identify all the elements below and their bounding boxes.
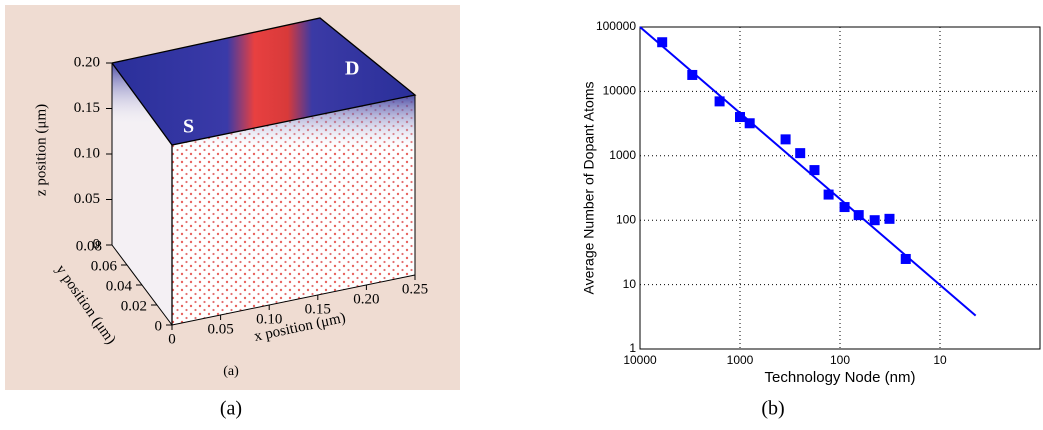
y-tick-label: 1 <box>629 341 636 355</box>
y-tick-label: 100000 <box>596 19 636 33</box>
data-point <box>869 215 880 226</box>
y-tick-label: 100 <box>616 212 636 226</box>
top-face <box>112 18 415 145</box>
data-point <box>687 69 698 80</box>
front-shade <box>172 95 415 325</box>
z-tick-label: 0 <box>93 236 101 252</box>
x-tick-label: 0.10 <box>256 311 282 327</box>
panel-label: (a) <box>223 364 239 379</box>
y-tick-label: 0.08 <box>76 238 102 254</box>
z-tick-label: 0.20 <box>74 54 100 70</box>
z-tick-label: 0.15 <box>74 100 100 116</box>
data-point <box>780 134 791 145</box>
y-tick-label: 0 <box>155 318 163 334</box>
fit-line <box>639 26 977 317</box>
annotation: D <box>345 58 359 80</box>
x-tick-label: 1000 <box>727 353 754 367</box>
caption: (b) <box>761 398 784 420</box>
axis-line <box>171 274 416 326</box>
data-point <box>744 118 755 129</box>
y-tick-label: 0.04 <box>106 278 133 294</box>
data-point <box>809 165 820 176</box>
data-point <box>735 112 745 123</box>
annotation: S <box>183 116 194 138</box>
data-point <box>657 37 668 48</box>
y-tick-label: 1000 <box>609 148 636 162</box>
data-point <box>795 148 806 159</box>
data-point <box>714 96 725 107</box>
data-point <box>900 253 911 264</box>
x-tick-label: 0 <box>168 331 176 347</box>
x-tick-label: 10000 <box>623 353 657 367</box>
x-tick-label: 0.05 <box>207 321 233 337</box>
x-axis-label: Technology Node (nm) <box>765 369 916 386</box>
y-tick-label: 10 <box>623 277 637 291</box>
data-point <box>839 202 850 213</box>
y-tick-label: 10000 <box>603 84 637 98</box>
x-tick-label: 0.25 <box>402 281 428 297</box>
z-axis-label: z position (μm) <box>33 104 49 196</box>
x-tick-label: 100 <box>830 353 850 367</box>
y-tick-label: 0.06 <box>91 258 118 274</box>
z-tick-label: 0.10 <box>74 145 100 161</box>
x-tick-label: 0.20 <box>353 291 379 307</box>
caption: (a) <box>220 398 242 420</box>
x-tick-label: 0.15 <box>305 301 331 317</box>
x-tick-label: 10 <box>933 353 947 367</box>
z-tick-label: 0.05 <box>74 191 100 207</box>
side-shade <box>112 63 172 325</box>
data-point <box>823 189 834 200</box>
y-tick-label: 0.02 <box>121 298 147 314</box>
data-point <box>884 213 895 224</box>
y-axis-label: Average Number of Dopant Atoms <box>581 82 597 295</box>
